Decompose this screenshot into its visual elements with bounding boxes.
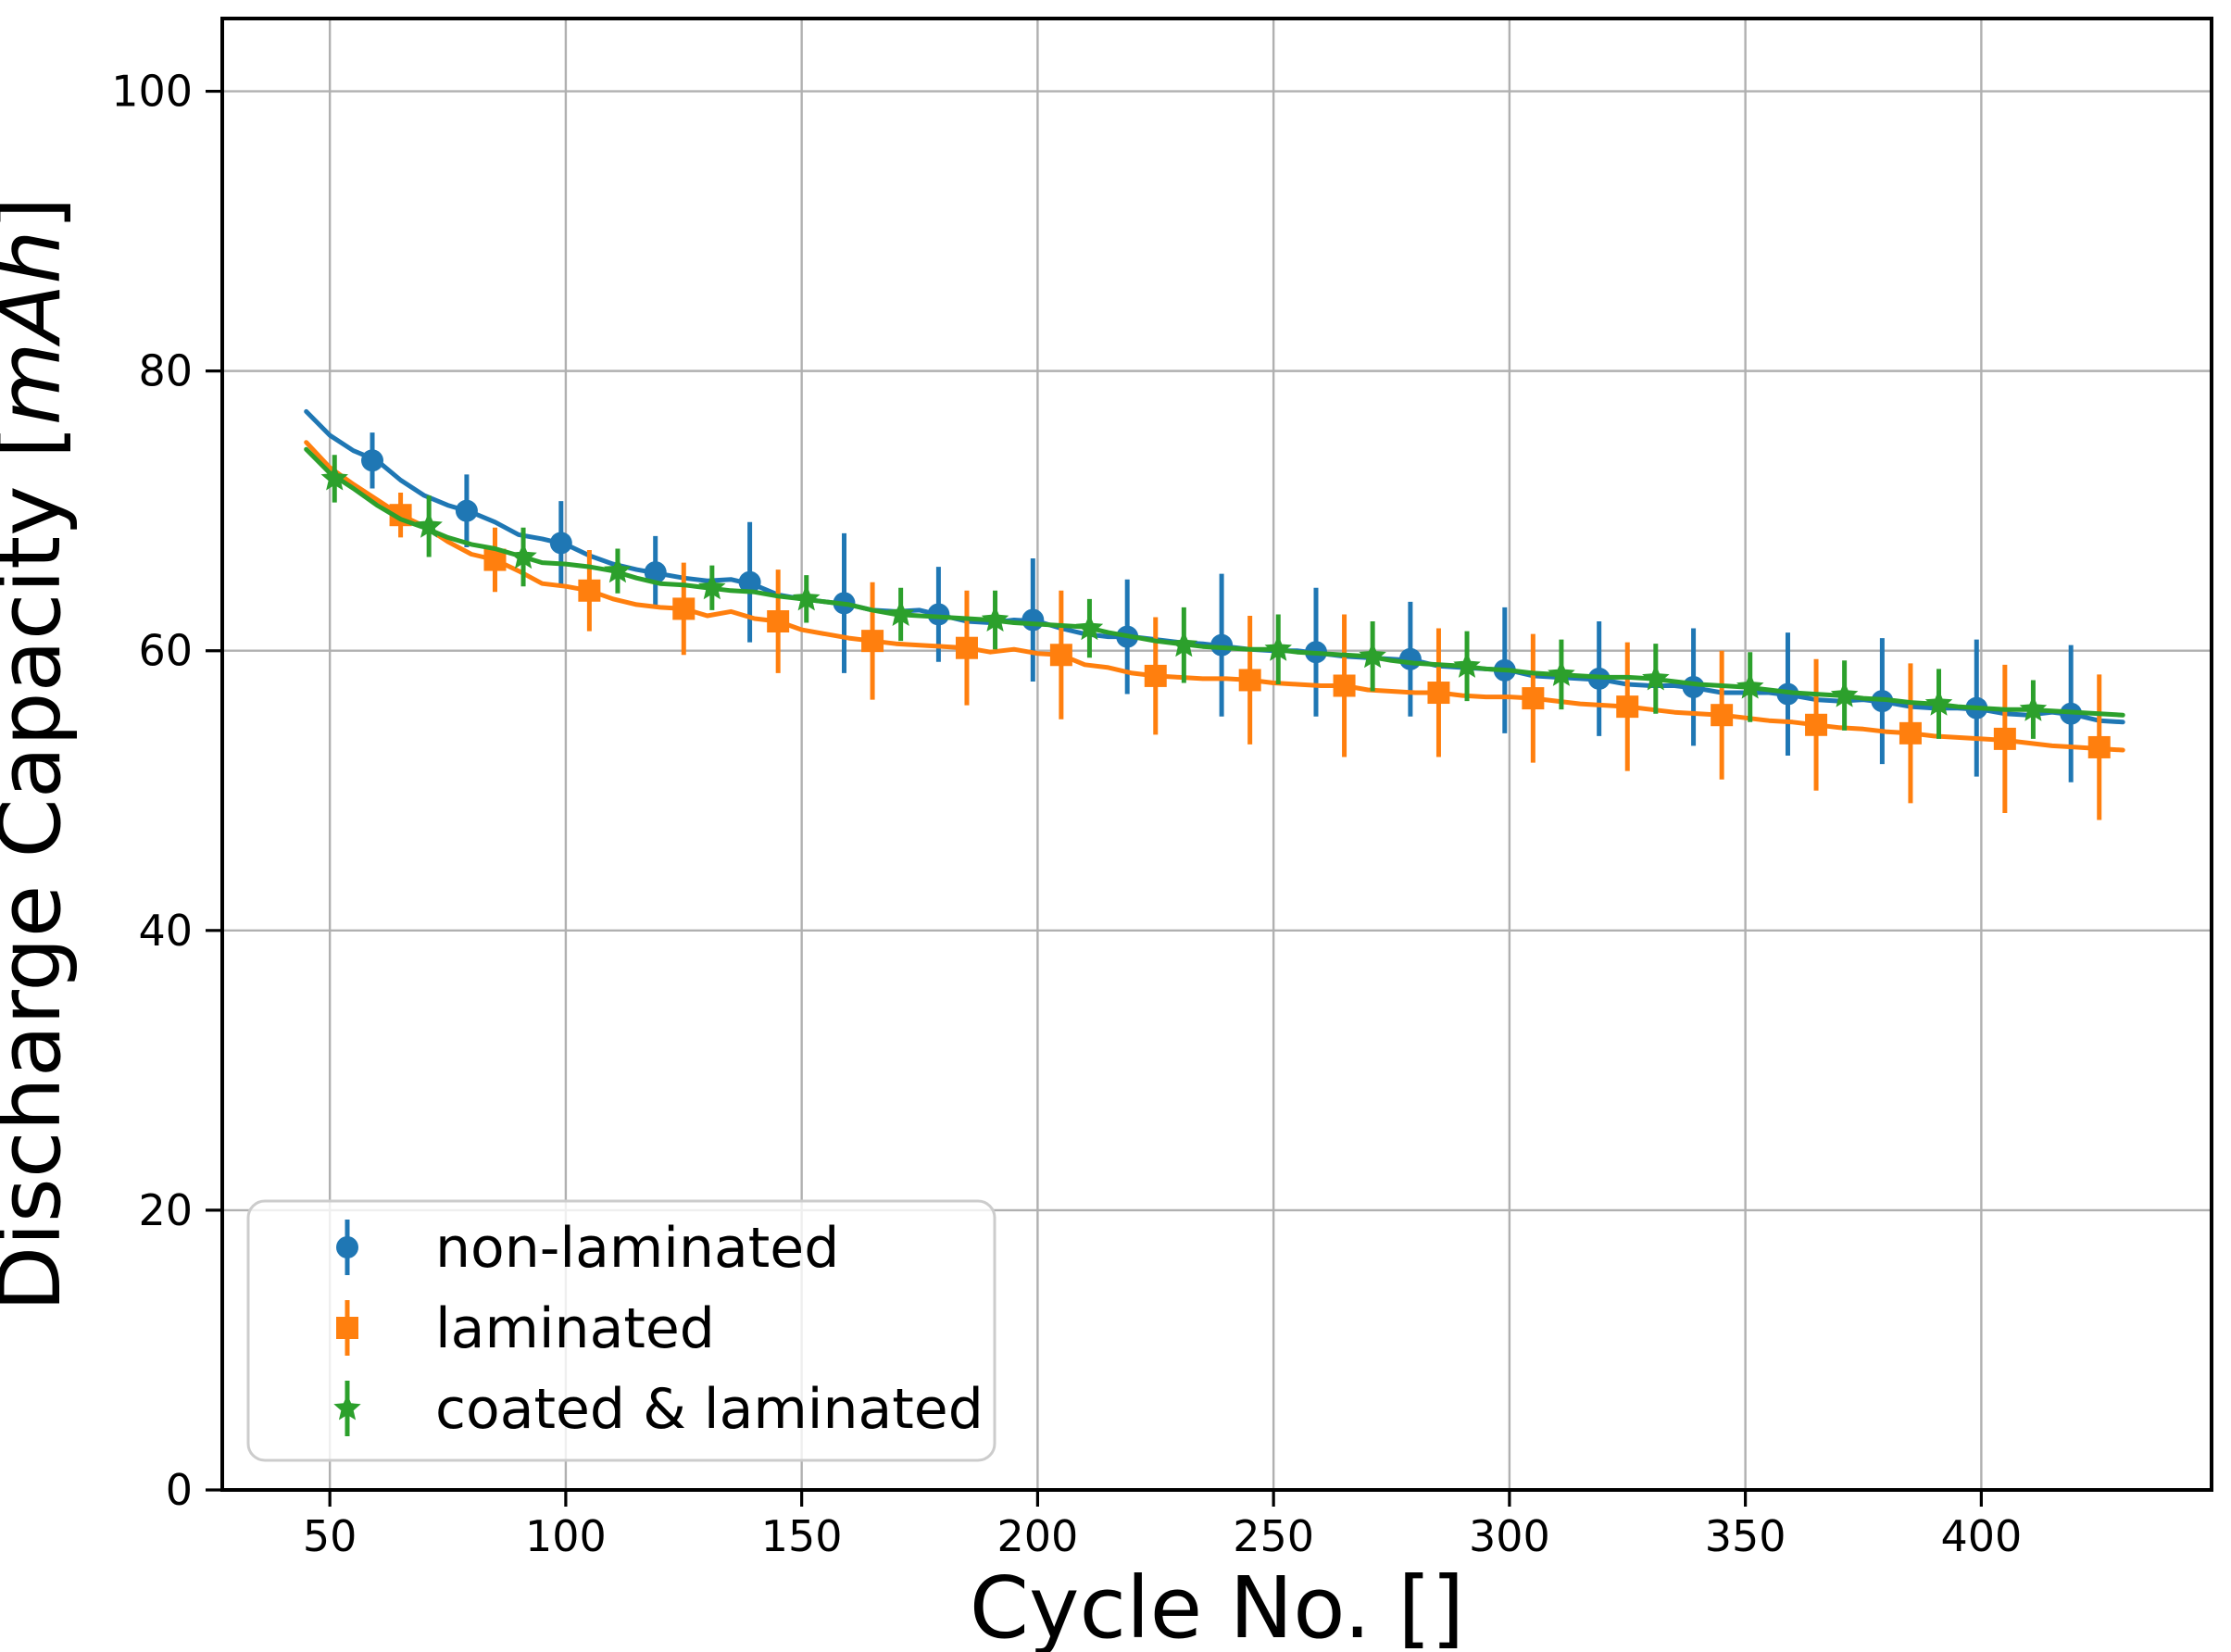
square-marker xyxy=(578,579,601,602)
square-marker xyxy=(2087,735,2111,758)
x-tick-label-200: 200 xyxy=(996,1511,1078,1561)
legend-label-laminated: laminated xyxy=(435,1296,715,1361)
square-marker xyxy=(1805,713,1828,736)
legend-item-laminated: laminated xyxy=(336,1296,715,1361)
star-marker xyxy=(698,573,726,600)
square-marker xyxy=(1993,727,2016,750)
star-marker xyxy=(1075,614,1104,641)
square-marker xyxy=(861,630,884,653)
star-marker xyxy=(1548,659,1575,686)
star-marker xyxy=(886,600,915,626)
star-marker xyxy=(415,511,443,538)
circle-marker xyxy=(455,499,478,522)
legend-label-coated-laminated: coated & laminated xyxy=(435,1377,984,1442)
star-marker xyxy=(1642,664,1670,691)
legend-item-coated-laminated: coated & laminated xyxy=(333,1377,984,1442)
square-marker xyxy=(1711,704,1734,727)
x-axis: 50 100 150 200 250 300 350 400 xyxy=(303,1490,2022,1561)
x-axis-label: Cycle No. [] xyxy=(970,1558,1464,1652)
circle-marker xyxy=(927,603,950,626)
square-marker xyxy=(1238,669,1261,692)
circle-marker xyxy=(549,532,572,555)
x-tick-label-50: 50 xyxy=(303,1511,357,1561)
square-marker xyxy=(1333,674,1356,697)
square-marker xyxy=(1616,695,1639,719)
series-layer xyxy=(304,408,2125,820)
star-marker xyxy=(509,543,537,569)
star-marker xyxy=(1830,681,1859,707)
legend: non-laminated laminated coated & laminated xyxy=(246,1199,996,1462)
star-marker xyxy=(2019,695,2048,721)
y-tick-label-20: 20 xyxy=(138,1185,193,1235)
x-tick-label-250: 250 xyxy=(1233,1511,1314,1561)
star-marker xyxy=(320,464,348,491)
y-axis-label: Discharge Capacity [mAh] xyxy=(0,196,80,1311)
circle-marker xyxy=(1021,608,1045,632)
circle-marker-legend xyxy=(336,1236,358,1258)
circle-marker xyxy=(361,449,384,472)
square-marker xyxy=(1144,664,1167,687)
square-marker xyxy=(1427,682,1450,705)
x-tick-label-300: 300 xyxy=(1469,1511,1550,1561)
star-marker xyxy=(1359,642,1386,669)
star-marker xyxy=(793,584,821,611)
legend-box xyxy=(246,1199,996,1462)
x-tick-label-350: 350 xyxy=(1705,1511,1786,1561)
circle-marker xyxy=(644,561,667,584)
y-tick-label-80: 80 xyxy=(138,346,193,396)
circle-marker xyxy=(1210,633,1234,657)
star-marker xyxy=(1170,631,1198,657)
square-marker-legend xyxy=(336,1317,358,1339)
star-marker xyxy=(981,606,1009,632)
y-tick-label-100: 100 xyxy=(111,67,193,117)
y-axis: 0 20 40 60 80 100 xyxy=(111,67,222,1515)
plot-border xyxy=(220,17,2213,1492)
circle-marker xyxy=(1682,675,1705,698)
x-tick-label-100: 100 xyxy=(525,1511,607,1561)
circle-marker xyxy=(1398,647,1422,670)
star-marker xyxy=(604,557,632,583)
y-tick-label-0: 0 xyxy=(166,1465,193,1515)
star-marker-legend xyxy=(333,1394,361,1420)
star-marker xyxy=(1924,689,1953,716)
series-laminated xyxy=(304,440,2125,820)
star-marker xyxy=(1264,634,1292,661)
circle-marker xyxy=(738,570,761,594)
square-marker xyxy=(1899,721,1922,745)
legend-label-non-laminated: non-laminated xyxy=(435,1216,839,1281)
square-marker xyxy=(767,610,790,633)
y-tick-label-60: 60 xyxy=(138,626,193,676)
legend-item-non-laminated: non-laminated xyxy=(336,1216,839,1281)
square-marker xyxy=(1049,644,1072,667)
series-coated-laminated xyxy=(304,446,2125,739)
square-marker xyxy=(672,597,696,620)
star-marker xyxy=(1736,672,1764,699)
x-tick-label-400: 400 xyxy=(1940,1511,2022,1561)
square-marker xyxy=(955,636,978,659)
x-tick-label-150: 150 xyxy=(761,1511,843,1561)
y-tick-label-40: 40 xyxy=(138,906,193,956)
star-marker xyxy=(1453,651,1481,678)
gridlines xyxy=(222,19,2212,1492)
square-marker xyxy=(1522,687,1545,710)
